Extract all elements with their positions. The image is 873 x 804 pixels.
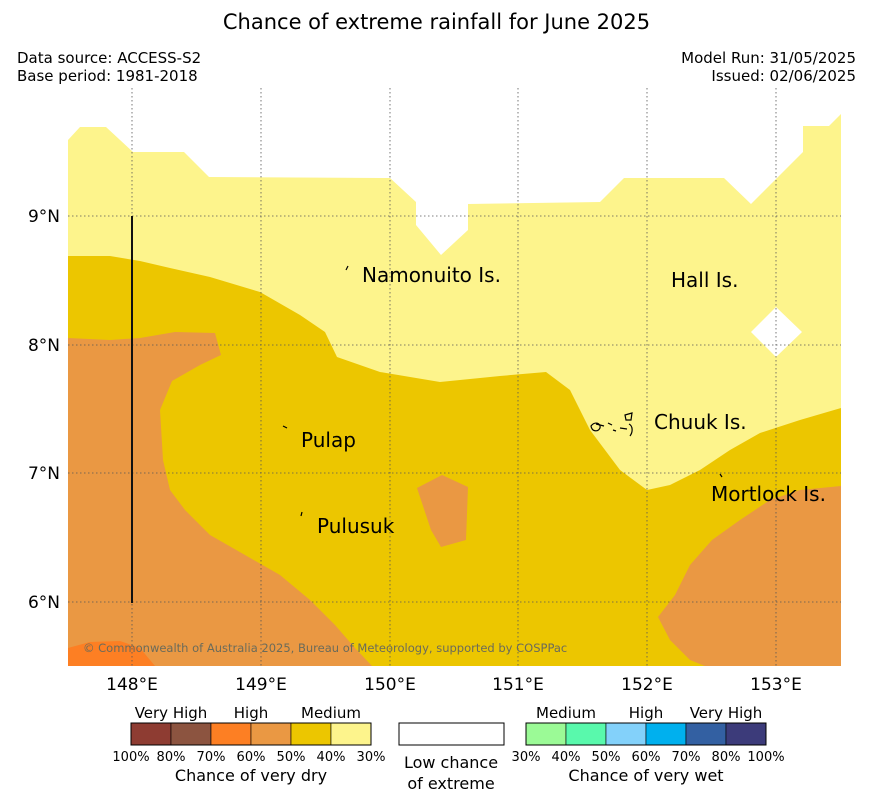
legend-wet-header: Medium (536, 704, 596, 722)
longitude-axis: 148°E 149°E 150°E 151°E 152°E 153°E (106, 675, 802, 695)
legend-wet-tick: 50% (592, 750, 621, 765)
grid-lines (68, 88, 841, 666)
legend-wet-frame (525, 722, 767, 746)
legend-wet-swatch (605, 722, 647, 746)
latitude-axis: 9°N 8°N 7°N 6°N (28, 207, 60, 613)
chuuk-lagoon-islands (590, 412, 633, 437)
legend-wet-tick: 70% (672, 750, 701, 765)
zone-low-chance-diamond (751, 307, 802, 357)
legend-dry-title: Chance of very dry (175, 766, 327, 785)
base-period: Base period: 1981-2018 (17, 67, 198, 85)
legend-dry-tick: 80% (157, 750, 186, 765)
lon-label: 151°E (492, 675, 544, 695)
model-run: Model Run: 31/05/2025 (681, 49, 856, 67)
legend-dry-tick: 40% (317, 750, 346, 765)
legend-wet: Medium High Very High 30% 40% 50% 60% 70… (512, 704, 785, 785)
pulusuk-island-marker (300, 511, 303, 517)
legend-wet-swatch (725, 722, 767, 746)
legend-wet-tick: 40% (552, 750, 581, 765)
legend-wet-tick: 80% (712, 750, 741, 765)
lon-label: 152°E (621, 675, 673, 695)
legend-neutral-swatch (398, 722, 505, 746)
lat-label: 8°N (28, 336, 60, 356)
data-source: Data source: ACCESS-S2 (17, 49, 202, 67)
island-markers (282, 265, 723, 517)
lat-label: 6°N (28, 593, 60, 613)
legend-wet-header: Very High (690, 704, 763, 722)
lon-label: 153°E (750, 675, 802, 695)
meta-left: Data source: ACCESS-S2 Base period: 1981… (17, 49, 201, 85)
issued-date: Issued: 02/06/2025 (711, 67, 856, 85)
legend-wet-swatch (525, 722, 567, 746)
legend-wet-swatch (685, 722, 727, 746)
lon-label: 148°E (106, 675, 158, 695)
lon-label: 150°E (364, 675, 416, 695)
legend-dry-header: Very High (135, 704, 208, 722)
lon-label: 149°E (235, 675, 287, 695)
legend-dry-tick: 50% (277, 750, 306, 765)
legend-wet-tick: 30% (512, 750, 541, 765)
zone-dry-medium-dark (68, 256, 841, 666)
label-pulusuk: Pulusuk (317, 514, 395, 538)
legend-neutral-line1: Low chance (404, 753, 498, 772)
meta-right: Model Run: 31/05/2025 Issued: 02/06/2025 (681, 49, 856, 85)
legend-dry-tick: 70% (197, 750, 226, 765)
zone-dry-high-island (417, 475, 468, 547)
legend-dry: Very High High Medium 100% 80% 70% 60% 5… (112, 704, 385, 785)
legend-wet-swatch (645, 722, 687, 746)
legend-dry-swatch (170, 722, 212, 746)
zone-dry-high-west (68, 332, 372, 666)
pulap-island-marker (282, 425, 288, 429)
zone-dry-high-intense (68, 641, 155, 666)
legend-dry-swatch (210, 722, 252, 746)
legend-dry-header: Medium (301, 704, 361, 722)
legend-wet-swatch (565, 722, 607, 746)
mortlock-island-marker (719, 473, 723, 478)
label-hall: Hall Is. (671, 268, 738, 292)
lat-label: 7°N (28, 464, 60, 484)
legend-dry-header: High (234, 704, 268, 722)
legend-neutral-line2: of extreme (407, 774, 494, 793)
legend-wet-header: High (629, 704, 663, 722)
legend-neutral: Low chance of extreme (398, 722, 505, 793)
label-chuuk: Chuuk Is. (654, 410, 747, 434)
namonuito-island-marker (345, 265, 349, 271)
legend-wet-title: Chance of very wet (568, 766, 723, 785)
zone-dry-high-southeast (658, 486, 841, 666)
map-plot-area: © Commonwealth of Australia 2025, Bureau… (68, 88, 841, 666)
legend-dry-swatch (130, 722, 172, 746)
legend-dry-tick: 100% (112, 750, 149, 765)
legend-wet-tick: 100% (747, 750, 784, 765)
label-namonuito: Namonuito Is. (362, 263, 501, 287)
legend-dry-frame (130, 722, 372, 746)
legend-wet-tick: 60% (632, 750, 661, 765)
copyright-notice: © Commonwealth of Australia 2025, Bureau… (83, 641, 567, 655)
legend-dry-swatch (250, 722, 292, 746)
legend-dry-tick: 30% (357, 750, 386, 765)
legend-dry-swatch (290, 722, 332, 746)
legend-dry-tick: 60% (237, 750, 266, 765)
label-pulap: Pulap (301, 428, 356, 452)
map-title: Chance of extreme rainfall for June 2025 (222, 10, 651, 34)
label-mortlock: Mortlock Is. (711, 482, 826, 506)
lat-label: 9°N (28, 207, 60, 227)
legend-dry-swatch (330, 722, 372, 746)
